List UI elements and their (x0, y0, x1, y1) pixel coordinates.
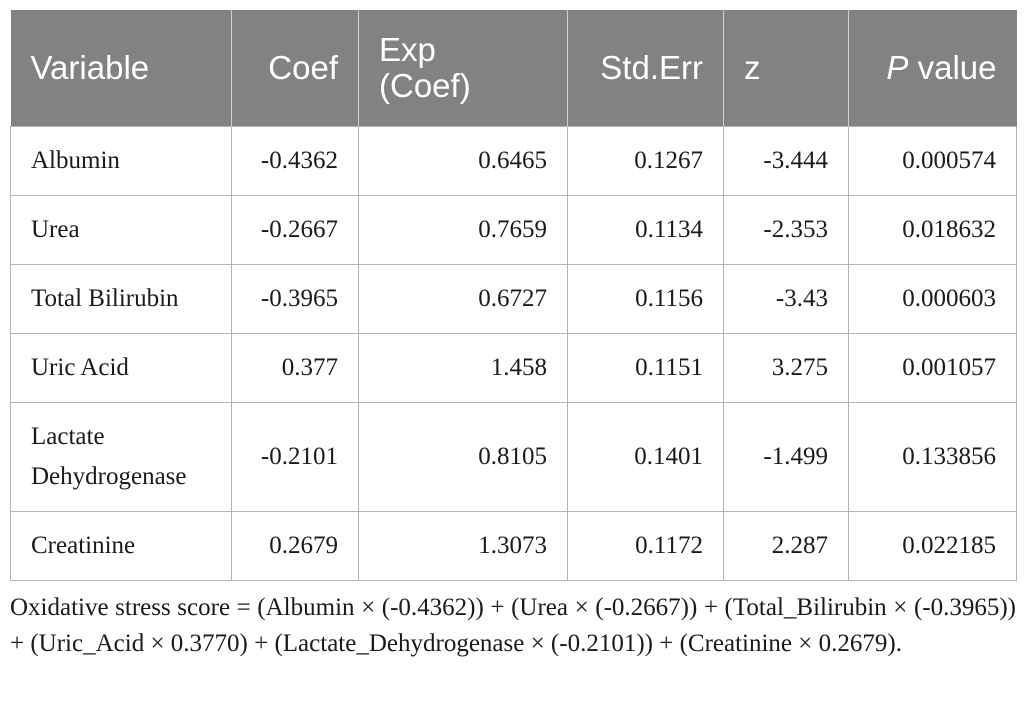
cell-exp-coef: 1.3073 (358, 510, 568, 581)
cell-variable-line1: Lactate (31, 422, 105, 450)
cell-z: -2.353 (723, 194, 849, 265)
header-row: Variable Coef Exp (Coef) Std.Err z P valu… (10, 10, 1017, 126)
header-exp-coef-line1: Exp (379, 30, 436, 68)
cell-exp-coef: 0.6727 (358, 263, 568, 334)
header-exp-coef: Exp (Coef) (358, 10, 568, 126)
cell-coef: -0.3965 (231, 263, 359, 334)
cell-exp-coef: 0.6465 (358, 125, 568, 196)
cell-z: 3.275 (723, 332, 849, 403)
table-row: Albumin -0.4362 0.6465 0.1267 -3.444 0.0… (10, 125, 1017, 196)
cell-exp-coef: 0.8105 (358, 401, 568, 512)
cell-variable-line2: Dehydrogenase (31, 462, 187, 490)
cell-p-value: 0.000603 (848, 263, 1017, 334)
cell-p-value: 0.133856 (848, 401, 1017, 512)
header-std-err: Std.Err (567, 10, 724, 126)
cell-p-value: 0.001057 (848, 332, 1017, 403)
cell-coef: -0.2667 (231, 194, 359, 265)
cell-variable: Urea (10, 194, 232, 265)
cell-variable: Creatinine (10, 510, 232, 581)
cell-std-err: 0.1172 (567, 510, 724, 581)
table-row: Total Bilirubin -0.3965 0.6727 0.1156 -3… (10, 263, 1017, 334)
regression-table: Variable Coef Exp (Coef) Std.Err z P valu… (10, 10, 1017, 581)
table-row: Lactate Dehydrogenase -0.2101 0.8105 0.14… (10, 401, 1017, 512)
cell-std-err: 0.1267 (567, 125, 724, 196)
cell-z: -3.43 (723, 263, 849, 334)
table-footnote: Oxidative stress score = (Albumin × (-0.… (10, 594, 1016, 657)
cell-exp-coef: 0.7659 (358, 194, 568, 265)
header-p-value-rest: value (908, 48, 997, 86)
cell-p-value: 0.022185 (848, 510, 1017, 581)
header-p-value: P value (848, 10, 1017, 126)
cell-std-err: 0.1151 (567, 332, 724, 403)
cell-variable: Albumin (10, 125, 232, 196)
table-row: Urea -0.2667 0.7659 0.1134 -2.353 0.0186… (10, 194, 1017, 265)
header-p-value-italic: P (886, 48, 909, 86)
cell-p-value: 0.018632 (848, 194, 1017, 265)
cell-variable: Total Bilirubin (10, 263, 232, 334)
cell-coef: -0.4362 (231, 125, 359, 196)
cell-std-err: 0.1401 (567, 401, 724, 512)
cell-coef: 0.377 (231, 332, 359, 403)
header-coef: Coef (231, 10, 359, 126)
cell-z: 2.287 (723, 510, 849, 581)
cell-coef: 0.2679 (231, 510, 359, 581)
cell-std-err: 0.1134 (567, 194, 724, 265)
table-body: Albumin -0.4362 0.6465 0.1267 -3.444 0.0… (10, 125, 1017, 581)
table-header: Variable Coef Exp (Coef) Std.Err z P valu… (10, 10, 1017, 126)
regression-table-container: Variable Coef Exp (Coef) Std.Err z P valu… (10, 10, 1017, 581)
table-row: Uric Acid 0.377 1.458 0.1151 3.275 0.001… (10, 332, 1017, 403)
cell-p-value: 0.000574 (848, 125, 1017, 196)
cell-z: -1.499 (723, 401, 849, 512)
table-row: Creatinine 0.2679 1.3073 0.1172 2.287 0.… (10, 510, 1017, 581)
header-exp-coef-line2: (Coef) (379, 66, 471, 104)
cell-variable: Lactate Dehydrogenase (10, 401, 232, 512)
cell-exp-coef: 1.458 (358, 332, 568, 403)
header-z: z (723, 10, 849, 126)
header-variable: Variable (10, 10, 232, 126)
cell-std-err: 0.1156 (567, 263, 724, 334)
cell-variable: Uric Acid (10, 332, 232, 403)
cell-coef: -0.2101 (231, 401, 359, 512)
cell-z: -3.444 (723, 125, 849, 196)
